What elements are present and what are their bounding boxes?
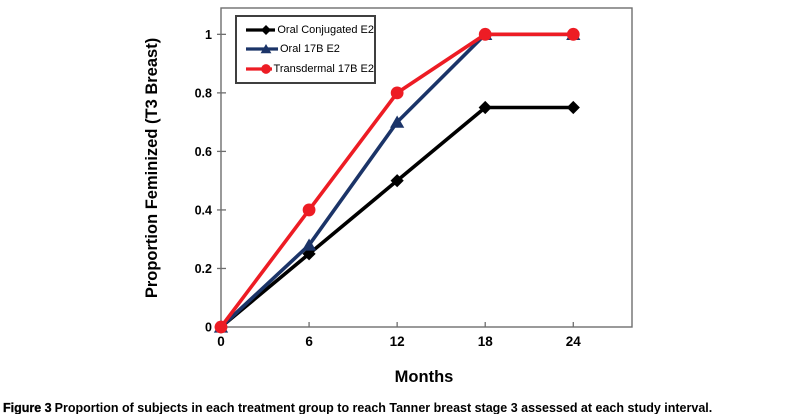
diamond-marker — [566, 100, 580, 115]
circle-marker — [566, 27, 580, 41]
legend-swatch — [246, 24, 276, 35]
legend-swatch — [246, 64, 272, 74]
x-tick-label: 24 — [566, 334, 582, 349]
series-line-diamond — [219, 105, 574, 329]
circle-marker — [478, 27, 492, 41]
legend-label: Transdermal 17B E2 — [273, 63, 374, 76]
diamond-icon — [261, 24, 271, 35]
x-axis-title: Months — [395, 368, 454, 386]
circle-marker — [302, 203, 316, 217]
figure-caption: Figure 3 Proportion of subjects in each t… — [3, 400, 793, 414]
triangle-marker — [301, 238, 317, 251]
x-tick-label: 0 — [217, 334, 225, 349]
y-tick-label: 0.8 — [195, 86, 212, 100]
chart-canvas: 0 6 12 18 24 0 0.2 0.4 0.6 0.8 1 Months Proportion… — [143, 7, 633, 386]
figure-caption-text: Proportion of subjects in each treatment… — [54, 400, 713, 414]
legend-label: Oral Conjugated E2 — [277, 23, 374, 36]
legend-label: Oral 17B E2 — [280, 43, 340, 56]
x-tick-label: 18 — [478, 334, 494, 349]
y-tick-label: 0.2 — [195, 262, 212, 276]
circle-icon — [261, 64, 271, 74]
legend-item: Transdermal 17B E2 — [246, 62, 374, 77]
diamond-marker — [390, 174, 404, 188]
circle-marker — [214, 320, 228, 334]
diamond-marker — [478, 100, 492, 115]
x-tick-label: 12 — [390, 334, 405, 349]
chart-legend: Oral Conjugated E2 Oral 17B E2 Transdermal… — [235, 15, 376, 84]
figure-caption-label: Figure 3 — [3, 400, 52, 414]
x-tick-label: 6 — [305, 334, 313, 349]
plot-frame — [220, 7, 633, 328]
circle-marker — [390, 86, 404, 100]
legend-item: Oral Conjugated E2 — [246, 22, 374, 37]
triangle-marker — [390, 115, 405, 128]
y-axis-title: Proportion Feminized (T3 Breast) — [143, 38, 161, 298]
triangle-icon — [260, 44, 272, 54]
legend-swatch — [246, 44, 278, 54]
y-tick-label: 0 — [205, 321, 212, 335]
legend-item: Oral 17B E2 — [246, 42, 374, 57]
y-tick-label: 0.4 — [195, 203, 212, 217]
plot-area: 0 6 12 18 24 0 0.2 0.4 0.6 0.8 1 — [195, 7, 633, 349]
y-tick-label: 1 — [205, 28, 212, 42]
y-tick-label: 0.6 — [195, 145, 212, 159]
